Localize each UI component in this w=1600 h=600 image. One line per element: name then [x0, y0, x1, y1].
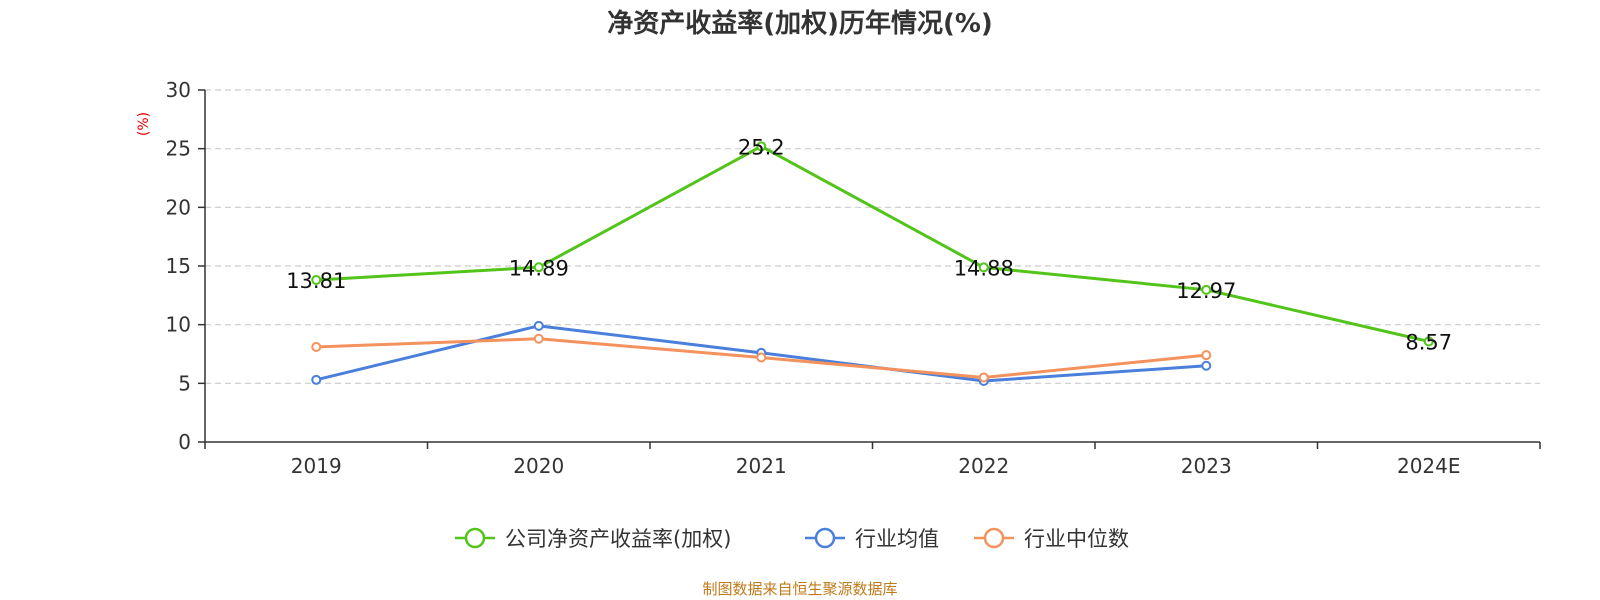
y-tick-label: 5 [178, 371, 191, 395]
legend[interactable]: 公司净资产收益率(加权) 行业均值 行业中位数 [455, 527, 1129, 551]
y-tick-label: 0 [178, 430, 191, 454]
data-point[interactable] [533, 320, 544, 331]
y-tick-label: 25 [166, 137, 191, 161]
source-note: 制图数据来自恒生聚源数据库 [702, 580, 897, 598]
legend-item[interactable]: 行业中位数 [974, 527, 1129, 551]
data-point[interactable] [311, 341, 322, 352]
data-point[interactable] [1201, 350, 1212, 361]
legend-marker-icon [464, 527, 486, 549]
legend-item[interactable]: 行业均值 [805, 527, 939, 551]
legend-label: 行业中位数 [1024, 527, 1129, 551]
data-point[interactable] [978, 262, 989, 273]
data-point[interactable] [1201, 284, 1212, 295]
data-label: 25.2 [738, 135, 785, 159]
legend-item[interactable]: 公司净资产收益率(加权) [455, 527, 731, 551]
x-tick-label: 2022 [958, 454, 1009, 478]
y-axis-label: (%) [136, 112, 152, 136]
data-labels: 13.81 14.89 25.2 14.88 12.97 8.57 [286, 135, 1452, 354]
x-tick-label: 2021 [736, 454, 787, 478]
data-point[interactable] [1423, 336, 1434, 347]
data-label: 14.88 [954, 256, 1014, 280]
data-point[interactable] [533, 333, 544, 344]
data-label: 12.97 [1176, 279, 1236, 303]
legend-label: 行业均值 [855, 527, 939, 551]
series-line [316, 144, 1430, 343]
x-tick-label: 2020 [513, 454, 564, 478]
x-tick-label: 2019 [291, 454, 342, 478]
data-point[interactable] [978, 372, 989, 383]
data-label: 13.81 [286, 269, 346, 293]
x-tick-label: 2024E [1397, 454, 1461, 478]
data-point[interactable] [756, 141, 767, 152]
chart-title: 净资产收益率(加权)历年情况(%) [607, 8, 993, 39]
legend-label: 公司净资产收益率(加权) [505, 527, 731, 551]
data-point[interactable] [311, 274, 322, 285]
axes: 0 5 10 15 20 25 30 2019 2020 2021 2022 2023 2024E [166, 78, 1541, 478]
legend-marker-icon [983, 527, 1005, 549]
data-label: 8.57 [1405, 330, 1452, 354]
y-tick-label: 20 [166, 195, 191, 219]
y-tick-label: 15 [166, 254, 191, 278]
legend-marker-icon [814, 527, 836, 549]
y-tick-label: 30 [166, 78, 191, 102]
series-lines [311, 141, 1434, 386]
y-tick-label: 10 [166, 313, 191, 337]
grid-lines [205, 89, 1540, 384]
x-tick-label: 2023 [1181, 454, 1232, 478]
data-point[interactable] [311, 374, 322, 385]
data-point[interactable] [533, 262, 544, 273]
data-point[interactable] [756, 352, 767, 363]
data-point[interactable] [1201, 360, 1212, 371]
data-label: 14.89 [509, 256, 569, 280]
